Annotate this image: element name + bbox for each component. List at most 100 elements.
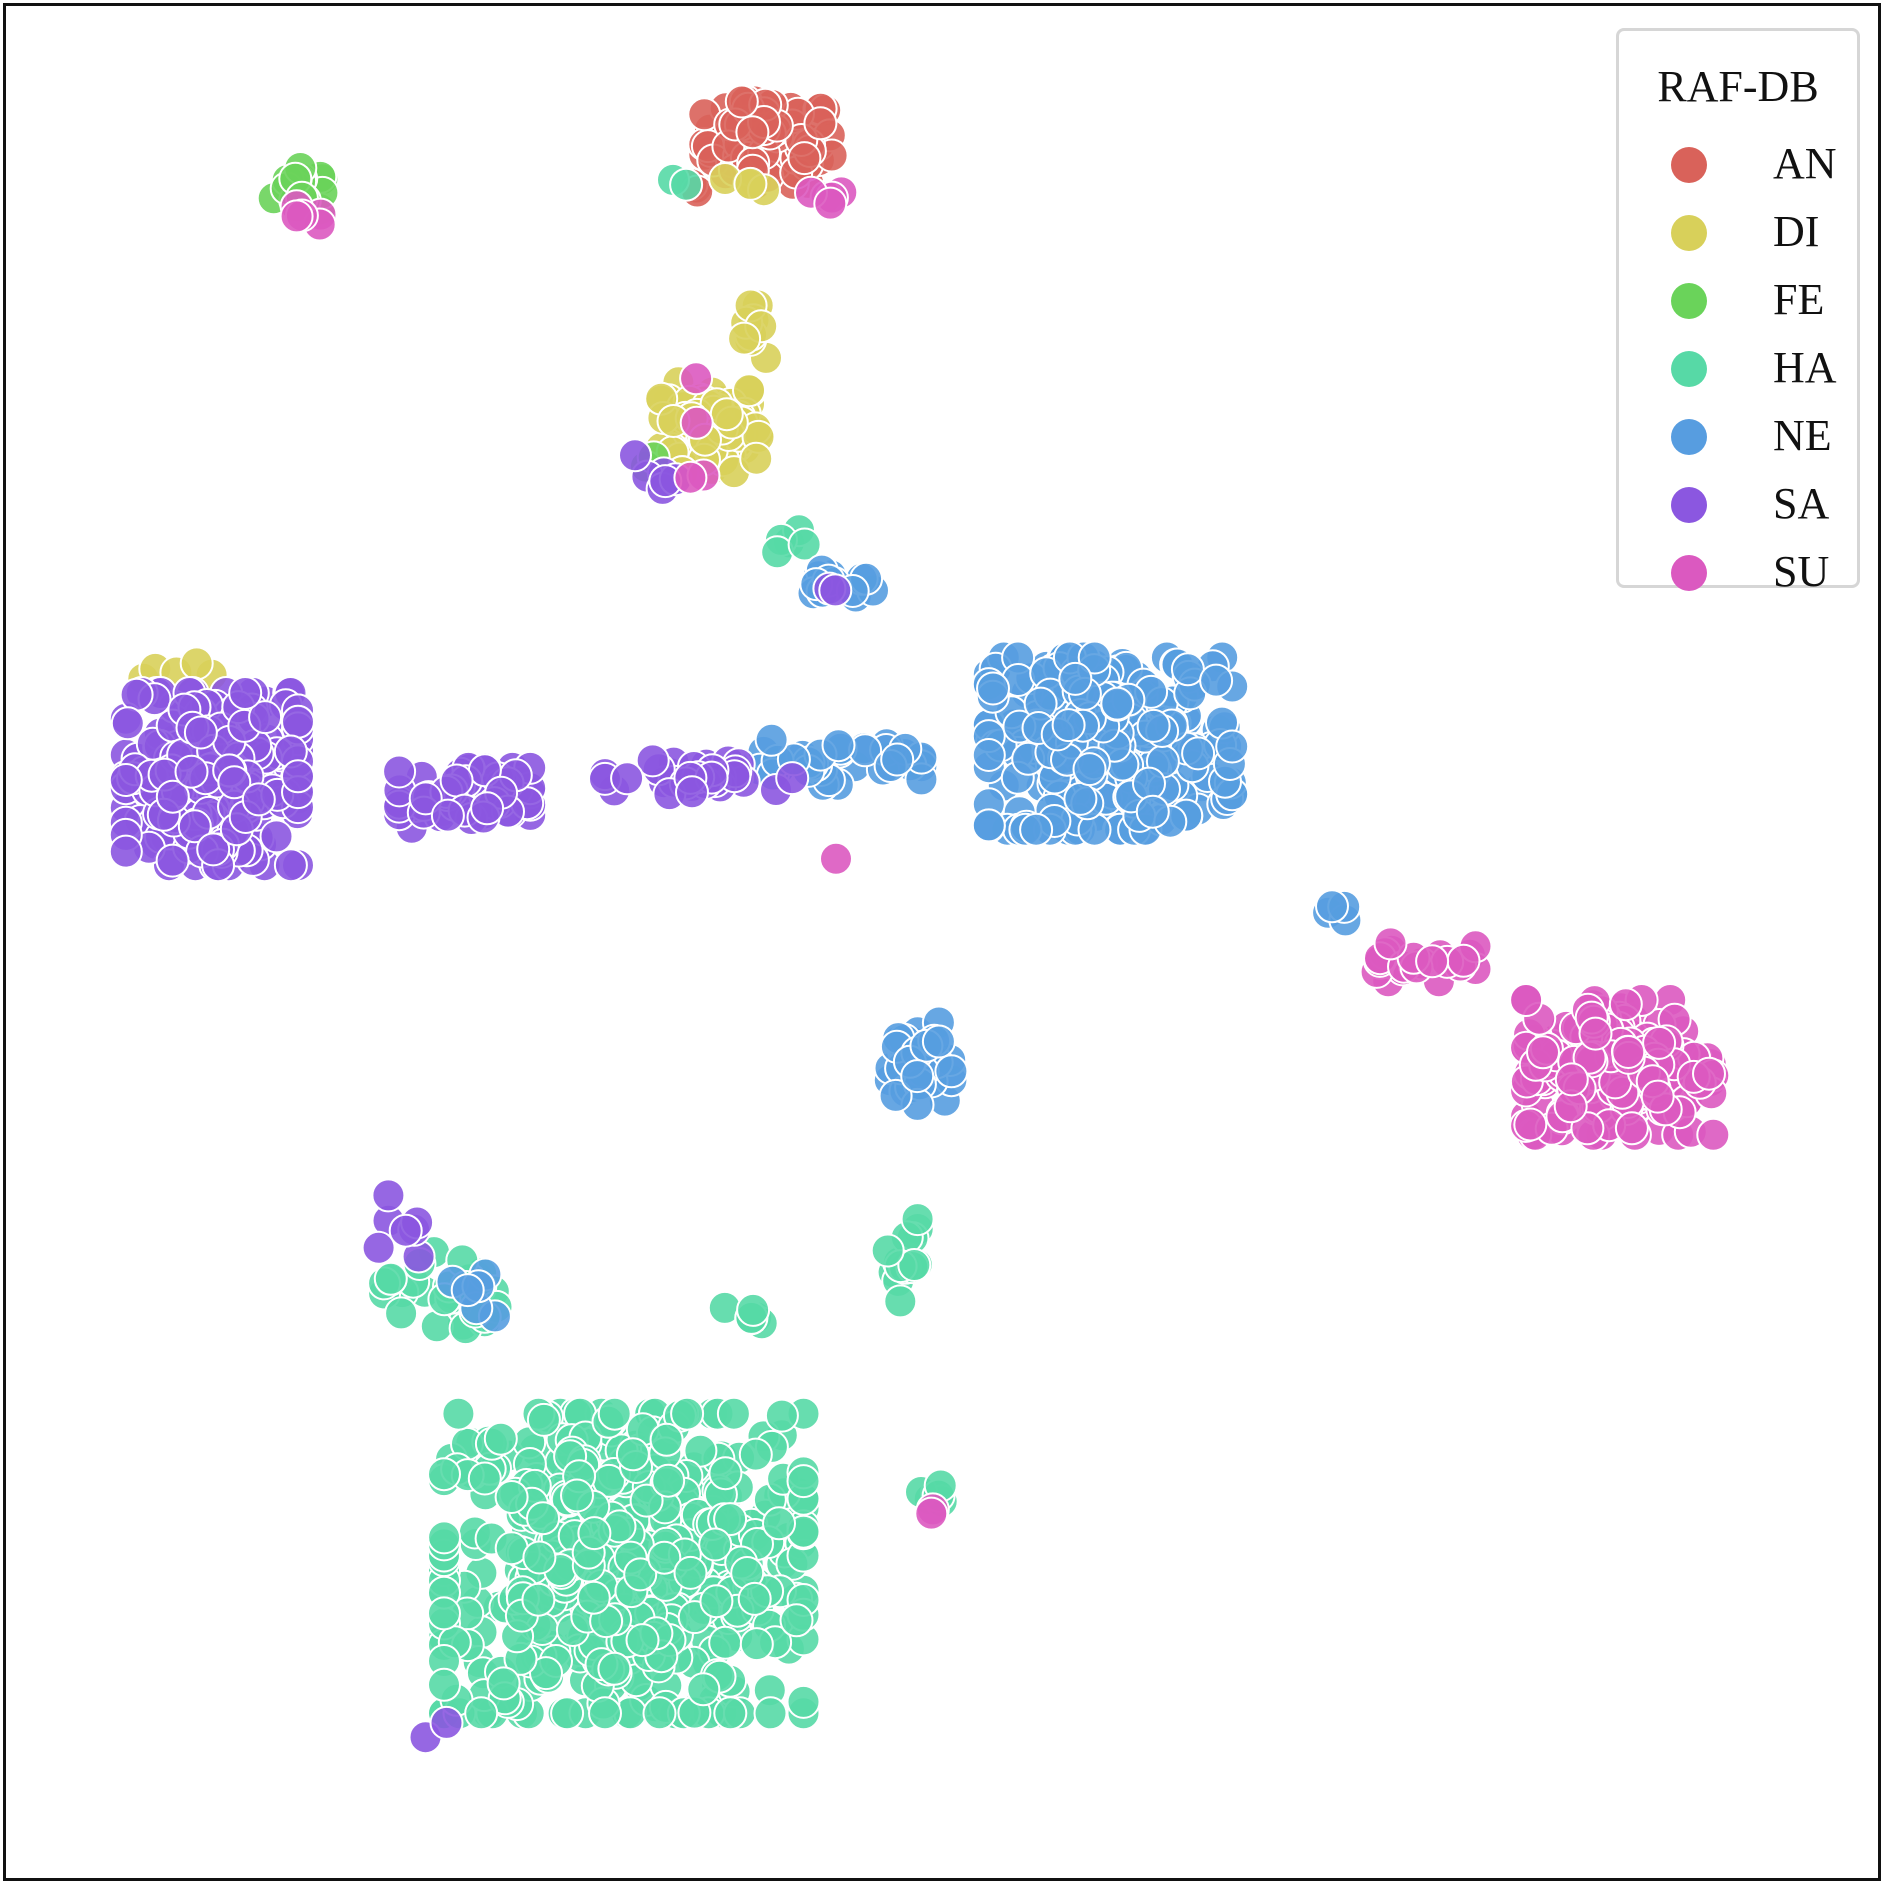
point-ne <box>1019 812 1054 847</box>
legend-label-su: SU <box>1773 547 1830 596</box>
point-ha <box>597 1396 632 1431</box>
point-ha <box>738 1437 773 1472</box>
point-ha <box>669 167 704 202</box>
point-di <box>709 397 744 432</box>
point-sa <box>241 782 276 817</box>
point-ha <box>577 1516 612 1551</box>
point-sa <box>110 706 145 741</box>
point-sa <box>818 573 853 608</box>
point-ha <box>716 1396 751 1431</box>
point-ha <box>483 1421 518 1456</box>
point-ha <box>522 1540 557 1575</box>
point-ne <box>878 1078 913 1113</box>
point-sa <box>196 832 231 867</box>
point-ha <box>736 1292 771 1327</box>
point-su <box>1373 926 1408 961</box>
point-ha <box>588 1696 622 1731</box>
point-sa <box>155 779 190 814</box>
point-an <box>787 141 822 176</box>
point-ha <box>698 1527 733 1562</box>
point-sa <box>281 704 315 739</box>
point-ne <box>1077 640 1112 675</box>
point-ha <box>384 1296 419 1331</box>
point-ne <box>754 722 789 757</box>
legend-label-di: DI <box>1773 207 1820 256</box>
point-ne <box>880 742 915 777</box>
point-su <box>1692 1056 1726 1091</box>
point-sa <box>675 775 709 810</box>
legend-item-sa: SA <box>1619 472 1857 532</box>
point-su <box>914 1496 949 1531</box>
point-ne <box>1136 708 1171 743</box>
legend-label-ha: HA <box>1773 343 1837 392</box>
legend-marker-fe <box>1671 283 1707 319</box>
point-ne <box>921 1024 956 1059</box>
point-ne <box>1072 752 1107 787</box>
point-ha <box>686 1672 721 1707</box>
point-su <box>1642 1025 1677 1060</box>
point-ha <box>670 1396 705 1431</box>
point-ha <box>737 1581 772 1616</box>
point-sa <box>281 759 315 794</box>
point-sa <box>108 834 143 869</box>
series-su <box>279 175 1731 1531</box>
series-sa <box>108 438 853 1755</box>
point-ne <box>971 808 1006 843</box>
point-ha <box>787 527 822 562</box>
point-su <box>1614 1111 1649 1146</box>
point-su <box>1509 983 1544 1017</box>
point-ha <box>464 1696 499 1731</box>
point-ha <box>625 1623 660 1658</box>
point-sa <box>388 1213 423 1248</box>
point-di <box>733 166 768 201</box>
point-ha <box>713 1696 748 1731</box>
point-su <box>1611 1035 1646 1069</box>
point-sa <box>174 754 209 789</box>
point-ne <box>971 738 1006 772</box>
point-ha <box>526 1402 561 1437</box>
point-ha <box>597 1651 632 1686</box>
point-an <box>803 106 838 141</box>
point-ha <box>521 1582 556 1617</box>
point-sa <box>382 754 417 789</box>
point-ha <box>713 1502 748 1537</box>
point-sa <box>361 1230 396 1265</box>
point-ne <box>1199 663 1234 698</box>
legend-label-ne: NE <box>1773 411 1832 460</box>
point-di <box>179 646 214 681</box>
point-ne <box>1170 652 1205 687</box>
point-ha <box>467 1461 502 1496</box>
point-su <box>679 405 714 440</box>
legend-marker-sa <box>1671 487 1707 523</box>
point-ne <box>1215 729 1250 764</box>
point-ha <box>441 1396 476 1431</box>
point-su <box>673 460 708 495</box>
point-ha <box>494 1480 529 1514</box>
point-ha <box>647 1540 682 1575</box>
point-ne <box>976 671 1010 706</box>
point-sa <box>248 700 283 735</box>
point-su <box>679 361 714 396</box>
legend-item-su: SU <box>1619 540 1857 600</box>
point-sa <box>177 809 212 844</box>
point-ha <box>427 1667 461 1702</box>
point-ne <box>1315 889 1349 924</box>
point-ha <box>560 1478 594 1513</box>
legend-marker-ha <box>1671 351 1707 387</box>
point-ha <box>651 1463 686 1498</box>
point-sa <box>439 763 474 798</box>
point-sa <box>371 1178 406 1213</box>
scatter-plot <box>108 84 1731 1755</box>
point-sa <box>618 438 652 473</box>
legend-label-fe: FE <box>1773 275 1825 324</box>
point-ha <box>673 1555 708 1590</box>
legend-item-fe: FE <box>1619 268 1857 328</box>
point-ne <box>1063 781 1098 816</box>
point-ha <box>699 1584 734 1619</box>
point-ha <box>739 1627 774 1662</box>
legend-title: RAF-DB <box>1657 62 1819 111</box>
legend-marker-an <box>1671 147 1707 183</box>
point-sa <box>108 763 143 797</box>
legend-marker-di <box>1671 215 1707 251</box>
series-ne <box>435 553 1363 1334</box>
